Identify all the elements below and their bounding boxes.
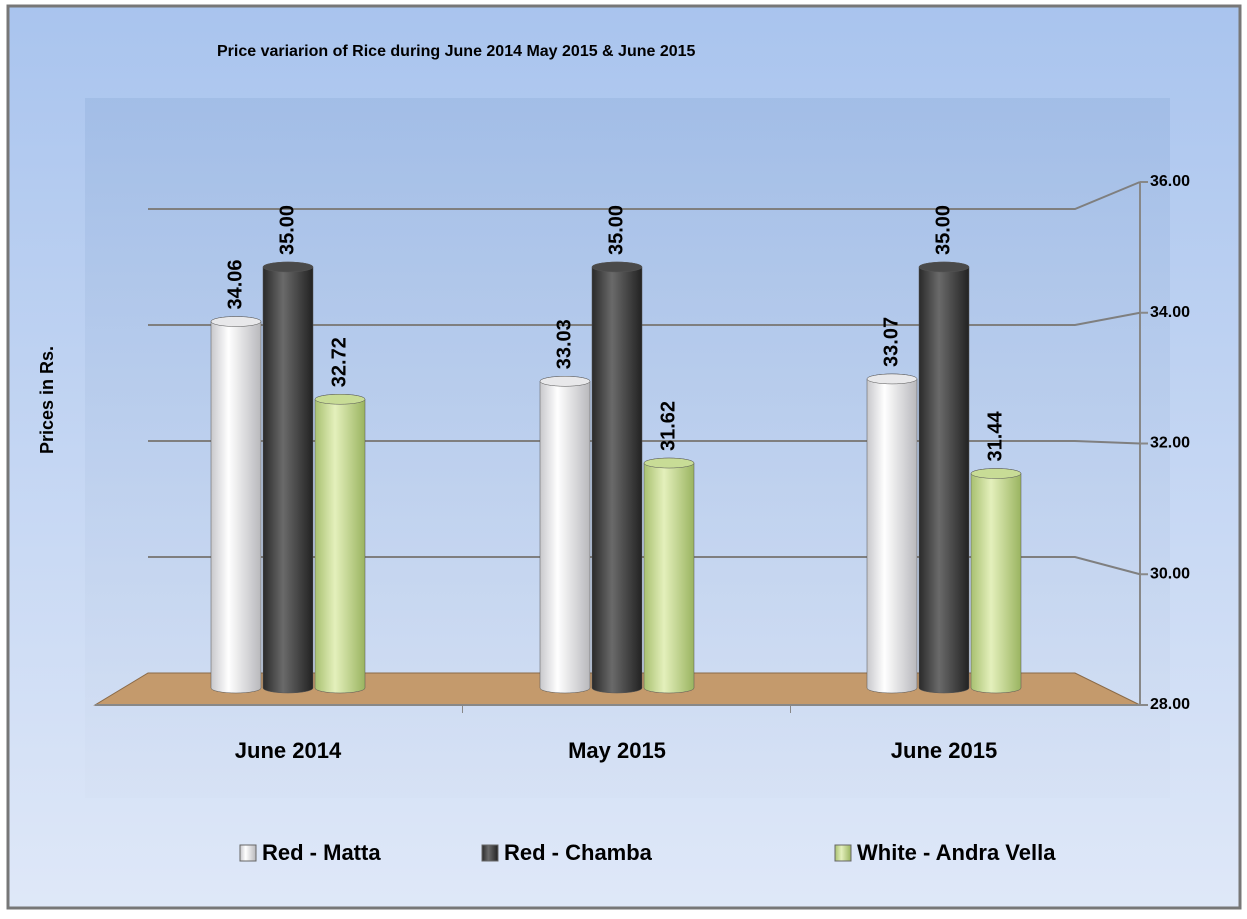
y-tick-label: 32.00 [1150, 435, 1190, 452]
data-label: 35.00 [932, 205, 954, 255]
bar-top [262, 261, 314, 273]
legend-swatch [239, 844, 257, 862]
bar-top [210, 316, 262, 327]
bar-top [539, 376, 591, 387]
chart-title: Price variarion of Rice during June 2014… [217, 43, 696, 60]
bar [591, 261, 643, 694]
bar-top [918, 261, 970, 273]
bar [210, 316, 262, 694]
grid-line [148, 311, 1141, 326]
legend-label: Red - Matta [262, 840, 381, 865]
bar-top [970, 468, 1022, 479]
x-tick-label: June 2015 [891, 738, 997, 763]
bar-top [591, 261, 643, 273]
bar [643, 457, 695, 694]
grid-line [148, 181, 1141, 210]
bar [866, 373, 918, 694]
bar [918, 261, 970, 694]
grid-line [148, 556, 1141, 576]
y-tick-label: 36.00 [1150, 173, 1190, 190]
data-label: 33.03 [553, 319, 575, 369]
legend-swatch [834, 844, 852, 862]
x-tick-label: May 2015 [568, 738, 666, 763]
data-label: 34.06 [224, 259, 246, 309]
data-label: 33.07 [880, 317, 902, 367]
data-label: 35.00 [605, 205, 627, 255]
bar-top [314, 393, 366, 405]
grid-line [148, 440, 1141, 445]
data-label: 35.00 [276, 205, 298, 255]
y-tick-label: 30.00 [1150, 565, 1190, 582]
legend-label: White - Andra Vella [857, 840, 1056, 865]
bar [970, 468, 1022, 694]
y-axis-title: Prices in Rs. [37, 346, 57, 454]
bar-top [866, 373, 918, 385]
y-tick-label: 28.00 [1150, 696, 1190, 713]
data-label: 31.62 [657, 401, 679, 451]
legend-label: Red - Chamba [504, 840, 653, 865]
bar [262, 261, 314, 694]
x-tick-label: June 2014 [235, 738, 342, 763]
legend-swatch [481, 844, 499, 862]
data-label: 31.44 [984, 411, 1006, 462]
y-tick-label: 34.00 [1150, 304, 1190, 321]
bar [539, 376, 591, 694]
bar [314, 394, 366, 694]
bar-top [643, 457, 695, 469]
data-label: 32.72 [328, 337, 350, 387]
